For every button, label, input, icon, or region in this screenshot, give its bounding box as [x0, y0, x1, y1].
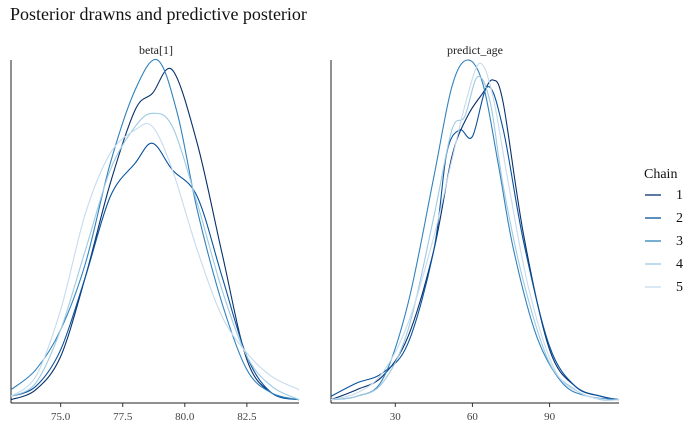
chart-title: Posterior drawns and predictive posterio…: [10, 4, 307, 24]
x-tick-label: 77.5: [113, 411, 133, 423]
density-curves-beta: [10, 58, 300, 401]
density-line-chain-2: [330, 86, 620, 401]
density-curves-predict-age: [330, 59, 620, 401]
density-line-chain-5: [330, 62, 620, 401]
legend-label-chain-4: 4: [676, 257, 683, 272]
x-ticks-predict-age: 30 60 90: [390, 403, 556, 423]
legend-items: 1 2 3 4 5: [645, 188, 683, 295]
panel-title-beta: beta[1]: [139, 43, 173, 57]
legend-label-chain-1: 1: [676, 188, 683, 203]
x-ticks-beta: 75.0 77.5 80.0 82.5: [51, 403, 257, 423]
density-line-chain-3: [10, 58, 300, 401]
density-line-chain-3: [330, 59, 620, 401]
density-line-chain-4: [330, 75, 620, 401]
x-tick-label: 75.0: [51, 411, 71, 423]
density-line-chain-4: [10, 112, 300, 401]
x-tick-label: 60: [467, 411, 479, 423]
panel-beta: beta[1] 75.0 77.5 80.0 82.5: [10, 43, 300, 423]
legend: Chain 1 2 3 4 5: [644, 167, 683, 295]
legend-title: Chain: [644, 167, 677, 182]
panel-predict-age: predict_age 30 60 90: [330, 43, 620, 423]
legend-label-chain-2: 2: [676, 211, 683, 226]
x-tick-label: 80.0: [175, 411, 195, 423]
x-tick-label: 82.5: [237, 411, 257, 423]
density-line-chain-1: [10, 67, 300, 401]
density-line-chain-2: [10, 142, 300, 401]
legend-label-chain-3: 3: [676, 234, 683, 249]
density-line-chain-5: [10, 122, 300, 397]
panel-title-predict-age: predict_age: [447, 43, 503, 57]
x-tick-label: 30: [390, 411, 402, 423]
legend-label-chain-5: 5: [676, 280, 683, 295]
x-tick-label: 90: [544, 411, 556, 423]
